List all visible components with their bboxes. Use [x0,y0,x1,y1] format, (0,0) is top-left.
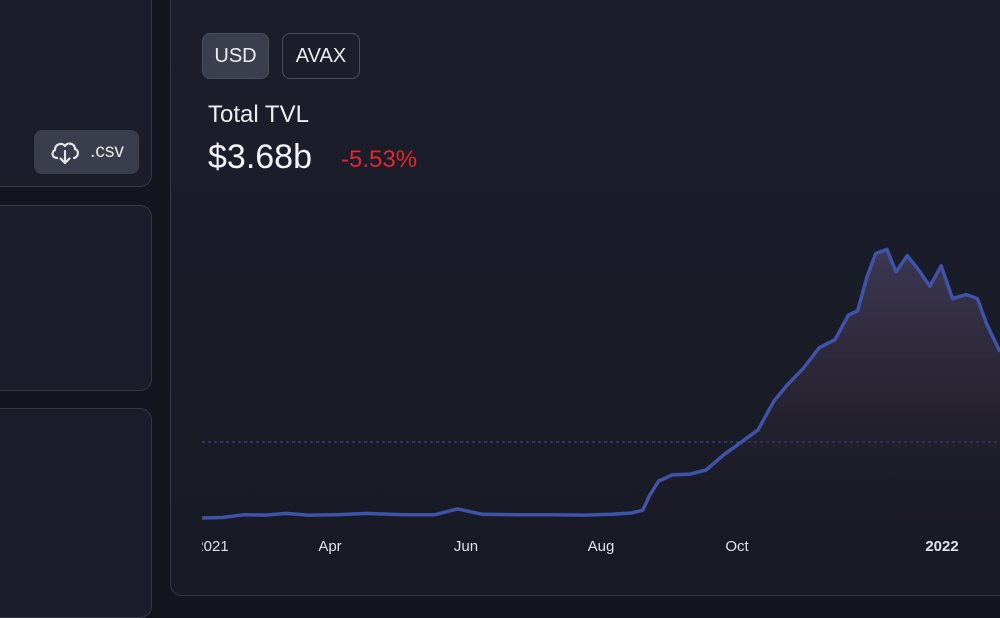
metric-change: -5.53% [341,146,418,173]
x-tick-label: 2021 [195,538,228,555]
metric-label: Total TVL [208,101,309,128]
x-tick-label: Oct [725,538,749,555]
tvl-area-fill [202,249,1000,520]
left-bottom-panel [0,408,152,618]
metric-value: $3.68b [208,138,312,176]
cloud-download-icon [51,142,80,165]
tvl-area-chart: 2021 Apr Jun Aug Oct 2022 [195,247,1000,555]
x-tick-label: 2022 [925,538,958,555]
toggle-usd[interactable]: USD [202,33,269,79]
tvl-series-line [201,247,1000,520]
x-tick-label: Aug [588,538,615,555]
x-tick-label: Apr [318,538,341,555]
download-csv-button[interactable]: .csv [34,130,139,174]
x-tick-label: Jun [454,538,478,555]
download-csv-label: .csv [90,141,124,162]
toggle-avax[interactable]: AVAX [282,33,360,79]
left-middle-panel [0,205,152,391]
